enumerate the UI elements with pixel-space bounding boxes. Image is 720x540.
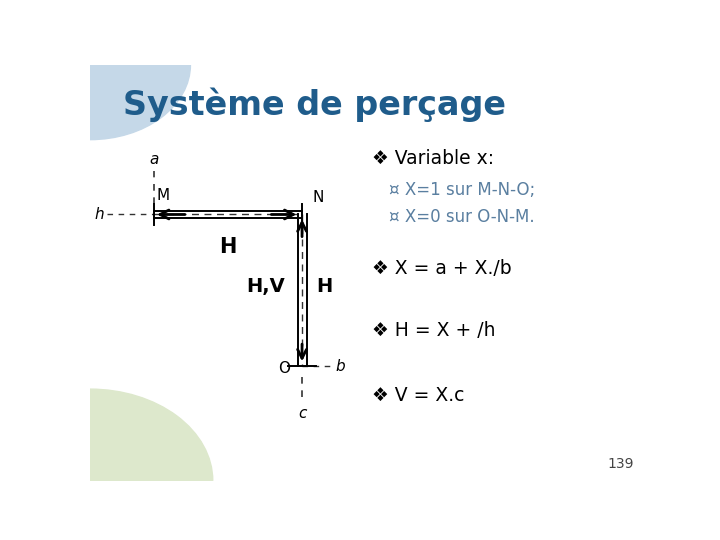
Text: 139: 139	[608, 457, 634, 471]
Text: H: H	[220, 238, 237, 258]
Text: ❖ V = X.c: ❖ V = X.c	[372, 386, 464, 405]
Text: ❖ X = a + X./b: ❖ X = a + X./b	[372, 259, 511, 278]
Text: c: c	[298, 406, 306, 421]
Text: O: O	[278, 361, 289, 376]
Text: Système de perçage: Système de perçage	[124, 87, 506, 122]
Wedge shape	[90, 65, 190, 140]
Text: M: M	[157, 188, 170, 203]
Text: h: h	[94, 207, 104, 222]
Text: a: a	[150, 152, 159, 167]
Text: H: H	[316, 276, 332, 296]
Text: ❖ H = X + /h: ❖ H = X + /h	[372, 321, 495, 340]
Text: H,V: H,V	[246, 276, 285, 296]
Text: N: N	[312, 190, 323, 205]
Text: b: b	[336, 359, 345, 374]
Wedge shape	[90, 389, 213, 481]
Text: ¤ X=1 sur M-N-O;: ¤ X=1 sur M-N-O;	[389, 180, 535, 199]
Text: ¤ X=0 sur O-N-M.: ¤ X=0 sur O-N-M.	[389, 207, 534, 226]
Text: ❖ Variable x:: ❖ Variable x:	[372, 149, 494, 168]
